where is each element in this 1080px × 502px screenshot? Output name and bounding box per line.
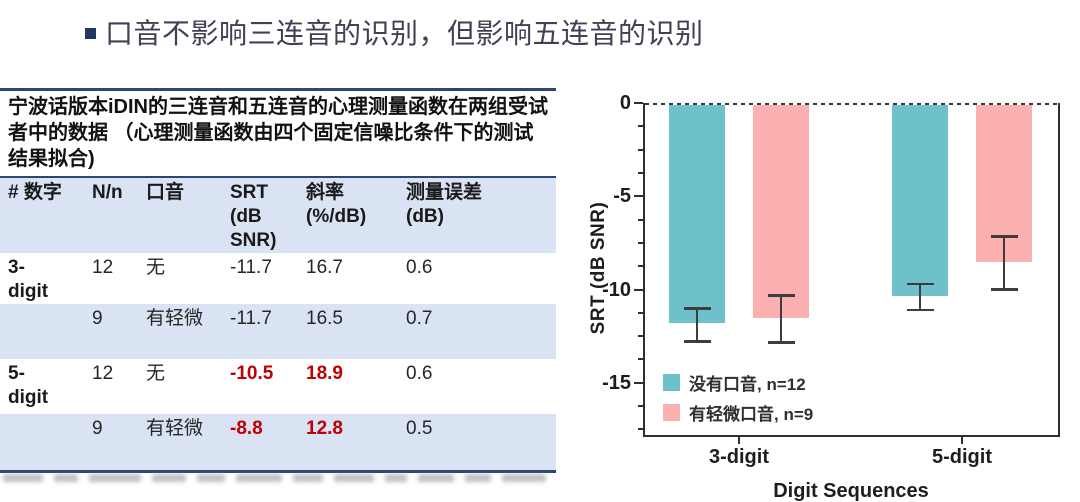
cell-slope: 16.5 [306,308,343,329]
legend-item: 没有口音, n=12 [663,370,813,395]
error-bar-cap-top [767,294,795,297]
column-header-error: 测量误差 (dB) [406,182,483,227]
error-bar-stem [695,308,699,342]
y-minor-tick [638,218,643,221]
cell-slope-highlight: 18.9 [306,363,343,384]
slide-title: 口音不影响三连音的识别，但影响五连音的识别 [105,18,704,49]
column-header-slope: 斜率 (%/dB) [306,182,367,227]
y-major-tick [634,102,643,104]
y-tick-label: -15 [602,371,631,394]
y-minor-tick [638,148,643,151]
cell-accent: 有轻微 [146,308,204,329]
title-bullet-icon [85,28,96,39]
error-bar-cap-bottom [767,341,795,344]
bar-chart-plot-area: Digit Sequences 没有口音, n=12 有轻微口音, n=9 0 -5… [602,92,1060,502]
x-tick-label: 5-digit [932,446,992,468]
cell-error: 0.6 [406,257,433,278]
legend-label: 没有口音, n=12 [689,375,806,394]
error-bar-cap-top [683,307,711,310]
table-row: 9 有轻微 -8.8 12.8 0.5 [0,414,556,470]
cell-srt: -11.7 [230,308,272,329]
cell-srt: -11.7 [230,257,272,278]
error-bar-stem [918,283,922,311]
cell-n: 9 [92,418,103,439]
cell-accent: 有轻微 [146,418,204,439]
y-tick-label: 0 [619,92,631,114]
y-major-tick [634,381,643,384]
cell-error: 0.7 [406,308,433,329]
x-tick-label: 3-digit [709,446,769,468]
cell-error: 0.5 [406,418,433,439]
cell-n: 12 [92,257,114,278]
y-minor-tick [638,125,643,128]
cell-group: 5-digit [8,363,49,408]
y-minor-tick [638,265,643,268]
y-tick-label: -10 [602,278,631,301]
cell-srt-highlight: -8.8 [230,418,263,439]
x-tick [961,437,963,444]
error-bar-cap-bottom [683,340,711,343]
table-row: 5-digit 12 无 -10.5 18.9 0.6 [0,359,556,414]
column-header-n: N/n [92,182,123,203]
error-bar-cap-bottom [990,288,1018,291]
y-minor-tick [638,405,643,408]
cell-accent: 无 [146,363,166,384]
y-minor-tick [638,241,643,244]
bar-5-digit-series0 [892,105,948,297]
table-caption: 宁波话版本iDIN的三连音和五连音的心理测量函数在两组受试者中的数据 （心理测量… [8,96,548,170]
bar-3-digit-series1 [753,105,809,319]
y-minor-tick [638,358,643,361]
error-bar-stem [1002,236,1006,290]
error-bar-cap-top [990,235,1018,238]
legend-label: 有轻微口音, n=9 [689,405,814,424]
x-tick [738,437,740,444]
cell-group: 3-digit [8,257,49,302]
cell-slope-highlight: 12.8 [306,418,343,439]
legend-swatch-icon [663,404,680,421]
y-minor-tick [638,428,643,431]
table-row: 3-digit 12 无 -11.7 16.7 0.6 [0,253,556,304]
data-table: 宁波话版本iDIN的三连音和五连音的心理测量函数在两组受试者中的数据 （心理测量… [0,88,556,473]
y-major-tick [634,288,643,291]
y-major-tick [634,195,643,198]
column-header-srt: SRT (dB SNR) [230,182,277,251]
cell-group [0,414,84,470]
table-mid-border [0,176,556,178]
error-bar-cap-bottom [906,308,934,312]
zero-baseline [645,103,1058,105]
y-minor-tick [638,335,643,338]
cell-accent: 无 [146,257,166,278]
cell-n: 12 [92,363,114,384]
cell-n: 9 [92,308,103,329]
x-axis-label: Digit Sequences [773,480,929,502]
legend-item: 有轻微口音, n=9 [663,400,813,425]
column-header-digits: # 数字 [8,182,62,203]
bar-3-digit-series0 [669,105,725,324]
table-header-row: # 数字 N/n 口音 SRT (dB SNR) 斜率 (%/dB) 测量误差 … [0,178,556,253]
column-header-accent: 口音 [146,182,185,203]
y-tick-label: -5 [613,185,631,208]
chart-legend: 没有口音, n=12 有轻微口音, n=9 [663,370,813,430]
y-minor-tick [638,171,643,174]
legend-swatch-icon [663,374,680,391]
table-row: 9 有轻微 -11.7 16.5 0.7 [0,304,556,359]
error-bar-stem [779,295,783,343]
table-top-border [0,88,556,91]
cell-error: 0.6 [406,363,433,384]
redacted-footnote [3,474,559,482]
error-bar-cap-top [906,282,934,286]
cell-slope: 16.7 [306,257,343,278]
y-minor-tick [638,311,643,314]
table-bottom-border [0,470,556,473]
cell-group [0,304,84,359]
cell-srt-highlight: -10.5 [230,363,274,384]
